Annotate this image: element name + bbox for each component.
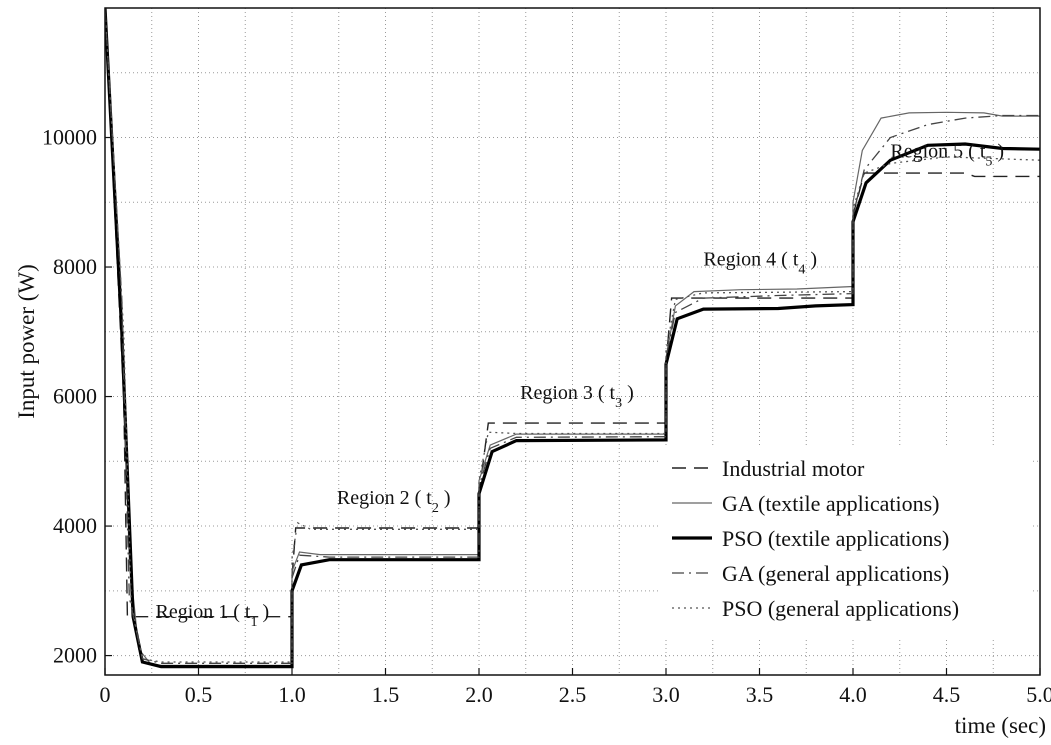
x-tick-label: 5.0 [1026,682,1051,707]
series-line-3 [105,8,1040,669]
y-tick-label: 8000 [53,254,97,279]
region-label: Region 5 ( t5 ) [890,141,1004,170]
legend-label: Industrial motor [722,456,865,481]
region-annotations: Region 1 ( t1 ) Region 2 ( t2 ) Region 3 (… [155,141,1004,630]
y-tick-label: 6000 [53,384,97,409]
x-tick-label: 0.5 [185,682,213,707]
y-axis-title: Input power (W) [14,264,39,419]
x-tick-label: 1.5 [372,682,400,707]
legend-label: PSO (general applications) [722,596,959,621]
region-label: Region 1 ( t1 ) [155,601,269,630]
x-tick-label: 2.0 [465,682,493,707]
x-tick-label: 3.0 [652,682,680,707]
y-tick-label: 4000 [53,513,97,538]
legend-label: PSO (textile applications) [722,526,949,551]
region-label: Region 2 ( t2 ) [337,487,451,516]
x-tick-label: 3.5 [746,682,774,707]
x-tick-label: 2.5 [559,682,587,707]
x-tick-label: 1.0 [278,682,306,707]
x-tick-label: 4.5 [933,682,961,707]
x-tick-label: 4.0 [839,682,867,707]
legend-box [660,448,1030,640]
axis-ticks: 0 0.5 1.0 1.5 2.0 2.5 3.0 3.5 4.0 4.5 5.0 2000 4000 6… [42,125,1051,707]
series-line-1 [105,8,1040,618]
x-axis-title: time (sec) [955,713,1046,738]
region-label: Region 3 ( t3 ) [520,382,634,411]
x-tick-label: 0 [100,682,111,707]
legend-label: GA (general applications) [722,561,949,586]
legend: Industrial motor GA (textile applications… [660,448,1030,640]
legend-label: GA (textile applications) [722,491,940,516]
series-line-4 [105,8,1040,664]
series-line-5 [105,8,1040,663]
series-group [105,8,1040,669]
region-label: Region 4 ( t4 ) [703,249,817,278]
y-tick-label: 10000 [42,125,97,150]
y-tick-label: 2000 [53,643,97,668]
